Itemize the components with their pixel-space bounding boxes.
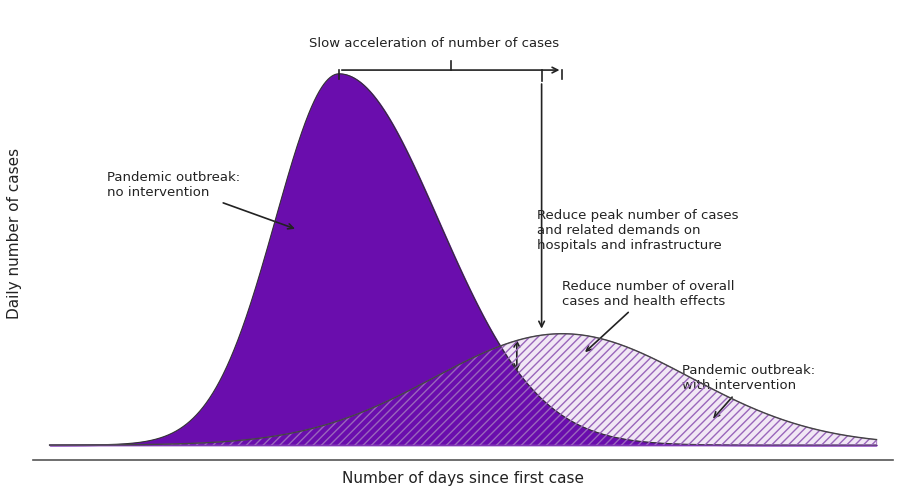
Text: Reduce number of overall
cases and health effects: Reduce number of overall cases and healt…	[562, 280, 734, 351]
Y-axis label: Daily number of cases: Daily number of cases	[7, 148, 22, 319]
Text: Slow acceleration of number of cases: Slow acceleration of number of cases	[309, 36, 559, 50]
Text: Reduce peak number of cases
and related demands on
hospitals and infrastructure: Reduce peak number of cases and related …	[537, 209, 739, 252]
X-axis label: Number of days since first case: Number of days since first case	[342, 471, 584, 486]
Text: Pandemic outbreak:
no intervention: Pandemic outbreak: no intervention	[107, 171, 293, 229]
Text: Pandemic outbreak:
with intervention: Pandemic outbreak: with intervention	[682, 364, 815, 418]
